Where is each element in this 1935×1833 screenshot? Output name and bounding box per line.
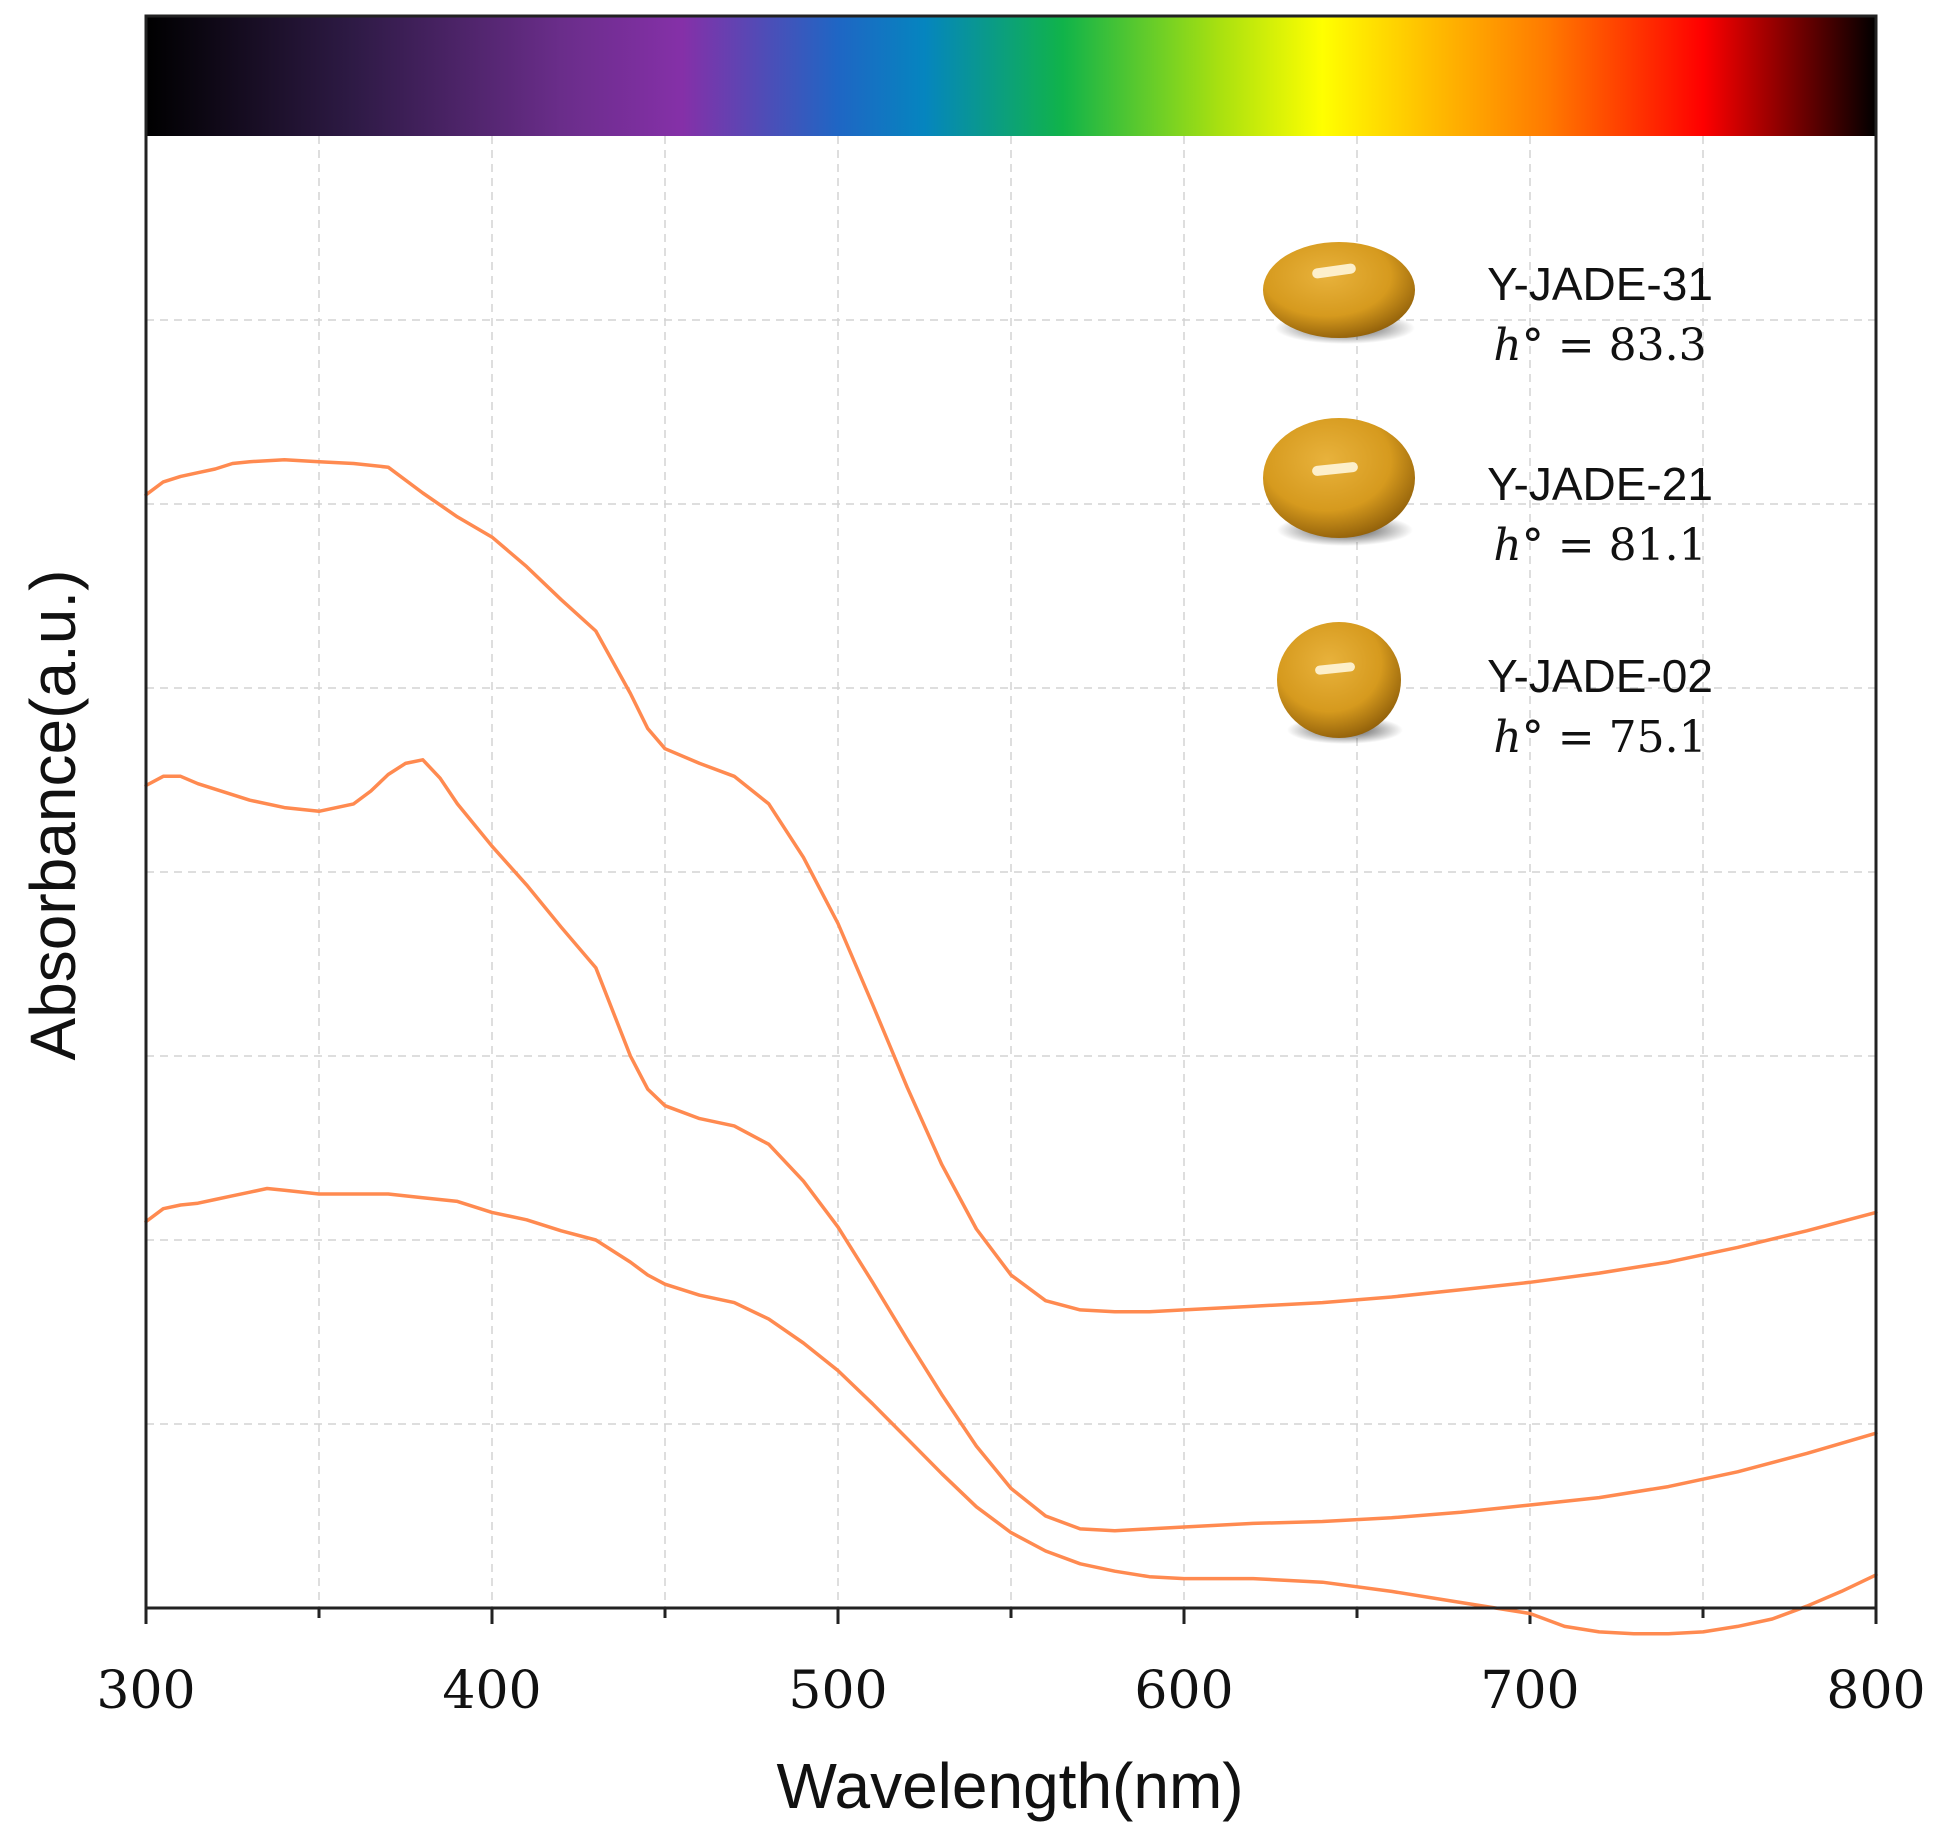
legend-entry-y-jade-02: Y-JADE-02 h° = 75.1 <box>1277 622 1713 763</box>
legend-label-y-jade-02: Y-JADE-02 <box>1487 650 1713 702</box>
series-line-y-jade-02 <box>144 1186 1878 1636</box>
legend-label-y-jade-31: Y-JADE-31 <box>1487 258 1713 310</box>
visible-spectrum-bar <box>146 16 1876 136</box>
legend-entry-y-jade-21: Y-JADE-21 h° = 81.1 <box>1263 418 1713 571</box>
x-tick-label-500: 500 <box>788 1661 887 1721</box>
x-tick-label-700: 700 <box>1480 1661 1579 1721</box>
x-tick-labels: 300 400 500 600 700 800 <box>96 1661 1925 1721</box>
series-line-y-jade-21 <box>144 758 1878 1533</box>
legend-hue-y-jade-02: h° = 75.1 <box>1493 712 1706 763</box>
jade-gem-icon <box>1277 622 1403 744</box>
y-axis-title: Absorbance(a.u.) <box>17 570 89 1061</box>
legend-hue-y-jade-21: h° = 81.1 <box>1493 520 1706 571</box>
legend: Y-JADE-31 h° = 83.3 Y-JADE-21 h° = 81.1 … <box>1263 242 1713 763</box>
x-tick-label-400: 400 <box>442 1661 541 1721</box>
series-layer <box>144 458 1878 1636</box>
x-axis-title: Wavelength(nm) <box>776 1750 1243 1822</box>
plot-frame <box>144 14 1878 1610</box>
legend-hue-y-jade-31: h° = 83.3 <box>1493 320 1706 371</box>
x-tick-label-800: 800 <box>1826 1661 1925 1721</box>
jade-gem-icon <box>1263 242 1415 344</box>
legend-label-y-jade-21: Y-JADE-21 <box>1487 458 1713 510</box>
grid-lines <box>146 136 1876 1608</box>
series-line-y-jade-31 <box>144 458 1878 1314</box>
x-tick-label-600: 600 <box>1134 1661 1233 1721</box>
axis-ticks <box>144 1608 1878 1624</box>
x-tick-label-300: 300 <box>96 1661 195 1721</box>
jade-gem-icon <box>1263 418 1415 546</box>
legend-entry-y-jade-31: Y-JADE-31 h° = 83.3 <box>1263 242 1713 371</box>
